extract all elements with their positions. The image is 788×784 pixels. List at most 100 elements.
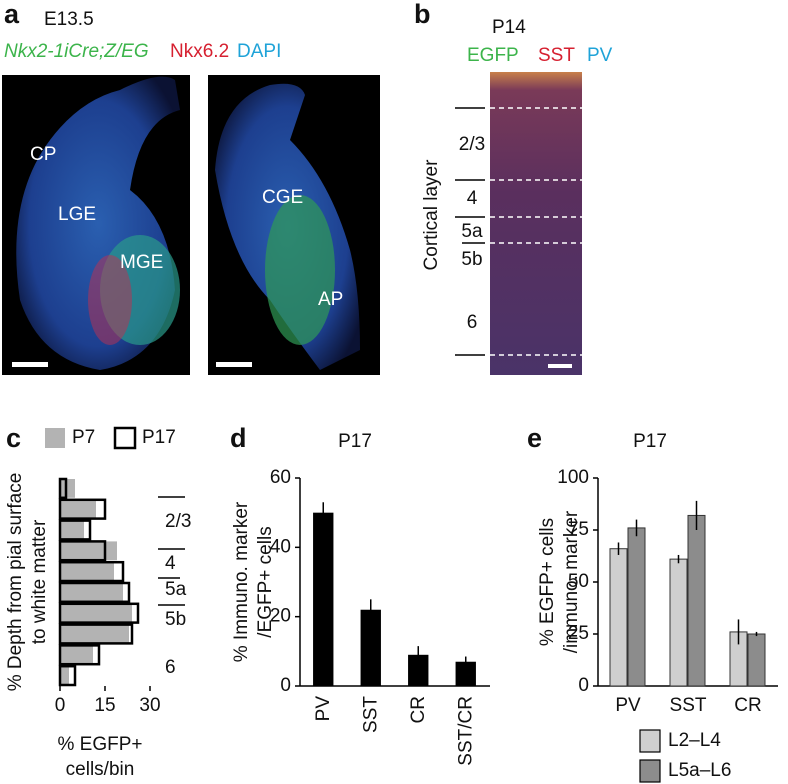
legend-swatch: [639, 759, 661, 783]
annotation: 6: [165, 657, 176, 678]
y-axis-label: to white matter: [29, 519, 50, 644]
bar: [60, 479, 75, 498]
chart-title: P17: [338, 431, 372, 452]
bar: [60, 541, 117, 561]
y-axis-label: % Immuno. marker: [231, 501, 252, 662]
x-tick-label: CR: [408, 696, 429, 723]
y-axis-label: /immuno. marker: [561, 510, 582, 653]
y-axis-label: % EGFP+ cells: [537, 518, 558, 646]
bar: [669, 558, 688, 687]
panel-letter: a: [4, 0, 20, 29]
micrograph: [490, 72, 582, 375]
y-tick-label: 100: [557, 467, 589, 488]
bar: [60, 603, 132, 623]
y-axis-label: /EGFP+ cells: [255, 526, 276, 637]
panel-letter: d: [230, 423, 247, 453]
marker-label: SST: [538, 45, 575, 66]
bar: [60, 499, 96, 519]
y-tick-label: 50: [568, 571, 589, 592]
legend-label: P7: [72, 427, 95, 448]
annotation: 4: [165, 553, 176, 574]
chart-title: P17: [633, 431, 667, 452]
bar: [60, 520, 84, 540]
y-tick-label: 0: [280, 675, 291, 696]
bar: [58, 623, 134, 645]
bar: [58, 540, 107, 562]
bar: [60, 624, 129, 644]
x-tick-label: SST: [670, 695, 707, 716]
y-tick-label: 25: [568, 623, 589, 644]
axis-label: Cortical layer: [421, 159, 442, 271]
bar: [455, 661, 476, 686]
legend-swatch: [113, 426, 137, 450]
bar: [58, 498, 107, 520]
bar: [609, 548, 628, 687]
x-axis-label: cells/bin: [66, 759, 135, 780]
bar: [58, 581, 131, 604]
marker-label: Nkx2-1iCre;Z/EG: [4, 41, 149, 62]
tissue: [265, 195, 335, 345]
panel-letter: e: [527, 423, 542, 453]
bar: [687, 514, 706, 687]
bar: [408, 654, 429, 686]
region-label: CGE: [262, 187, 303, 208]
x-axis-label: % EGFP+: [58, 734, 143, 755]
layer-label: 5a: [461, 221, 483, 242]
bar: [58, 519, 92, 541]
x-tick-label: PV: [313, 696, 334, 722]
legend-swatch: [639, 729, 661, 753]
layer-label: 5b: [461, 249, 482, 270]
bar: [60, 562, 114, 581]
legend-label: L5a–L6: [668, 760, 731, 781]
region-label: MGE: [120, 252, 163, 273]
panel-letter: b: [414, 0, 431, 29]
scale-bar: [216, 362, 252, 367]
y-axis-label: % Depth from pial surface: [5, 473, 26, 692]
layer-label: 6: [467, 312, 478, 333]
legend-label: L2–L4: [668, 730, 721, 751]
y-tick-label: 40: [270, 536, 291, 557]
bar: [60, 583, 123, 602]
layer-ticks: [158, 496, 185, 606]
legend-swatch: [45, 428, 65, 448]
layer-boundaries: [490, 107, 582, 356]
x-tick-label: SST: [360, 696, 381, 733]
bar: [60, 645, 93, 665]
bar: [58, 560, 125, 583]
bar: [58, 664, 77, 687]
annotation: 2/3: [165, 511, 191, 532]
scale-bar: [548, 364, 572, 368]
y-tick-label: 20: [270, 606, 291, 627]
bar: [60, 666, 69, 685]
bar: [360, 609, 381, 686]
bar: [58, 602, 140, 624]
bar: [747, 633, 766, 687]
annotation: 5b: [165, 609, 186, 630]
layer-label: 2/3: [459, 134, 485, 155]
x-tick-label: SST/CR: [455, 696, 476, 766]
marker-label: Nkx6.2: [170, 41, 229, 62]
bar: [313, 512, 334, 686]
x-tick-label: CR: [734, 695, 761, 716]
layer-label: 4: [467, 188, 478, 209]
y-tick-label: 60: [270, 467, 291, 488]
x-tick-label: 0: [55, 695, 66, 716]
tissue: [88, 255, 132, 345]
panel-letter: c: [6, 423, 21, 453]
marker-label: EGFP: [467, 45, 519, 66]
annotation: 5a: [165, 579, 187, 600]
legend-label: P17: [142, 427, 176, 448]
x-tick-label: 30: [139, 695, 160, 716]
stage-label: P14: [492, 17, 526, 38]
scale-bar: [12, 362, 48, 367]
marker-label: DAPI: [237, 41, 281, 62]
y-tick-label: 75: [568, 519, 589, 540]
bar: [58, 644, 101, 666]
layer-ticks: [455, 107, 485, 356]
stage-label: E13.5: [44, 9, 94, 30]
marker-label: PV: [587, 45, 613, 66]
y-tick-label: 0: [578, 675, 589, 696]
x-tick-label: 15: [94, 695, 115, 716]
region-label: CP: [30, 144, 56, 165]
